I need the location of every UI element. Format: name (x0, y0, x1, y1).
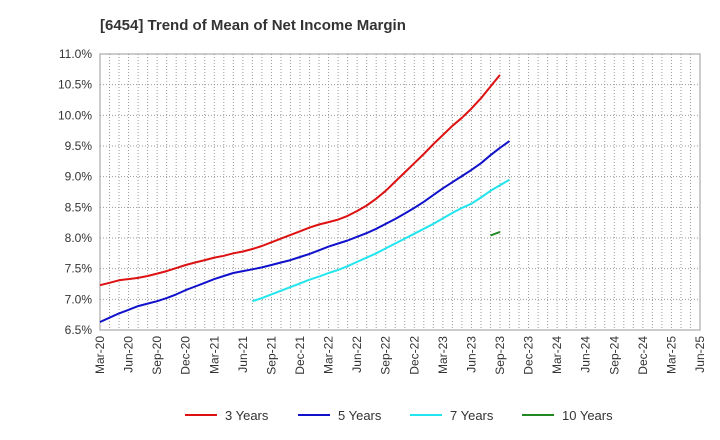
x-tick-label: Jun-22 (350, 336, 364, 373)
series-line (99, 140, 511, 323)
y-tick-label: 11.0% (59, 47, 92, 61)
x-tick-label: Dec-24 (636, 336, 650, 375)
y-tick-label: 10.0% (58, 108, 92, 122)
y-tick-label: 6.5% (65, 323, 93, 337)
x-tick-label: Sep-22 (379, 336, 393, 375)
series-line (99, 74, 501, 287)
x-tick-label: Mar-25 (664, 336, 678, 374)
x-tick-label: Sep-21 (264, 336, 278, 375)
x-axis-tick-labels: Mar-20 Jun-20 Sep-20 Dec-20 Mar-21 Jun-21 Sep-… (93, 336, 707, 375)
series-line (252, 178, 511, 303)
x-tick-label: Jun-20 (122, 336, 136, 373)
x-tick-label: Dec-20 (179, 336, 193, 375)
x-tick-label: Jun-24 (579, 336, 593, 373)
x-tick-label: Mar-22 (322, 336, 336, 374)
series-line (490, 230, 501, 237)
legend-label: 7 Years (450, 408, 494, 423)
series-lines (99, 74, 511, 323)
x-tick-label: Dec-21 (293, 336, 307, 375)
y-axis-tick-labels: 6.5% 7.0% 7.5% 8.0% 8.5% 9.0% 9.5% 10.0% 10.5% 11… (58, 47, 92, 337)
x-tick-label: Dec-22 (407, 336, 421, 375)
y-tick-label: 8.0% (65, 231, 93, 245)
y-tick-label: 8.5% (65, 200, 93, 214)
x-tick-label: Mar-21 (207, 336, 221, 374)
x-tick-label: Mar-23 (436, 336, 450, 374)
x-tick-label: Dec-23 (522, 336, 536, 375)
y-tick-label: 10.5% (58, 78, 92, 92)
legend: 3 Years 5 Years 7 Years 10 Years (185, 408, 613, 423)
legend-label: 5 Years (338, 408, 382, 423)
x-tick-label: Sep-24 (607, 336, 621, 375)
y-tick-label: 9.0% (65, 170, 93, 184)
legend-label: 10 Years (562, 408, 613, 423)
x-tick-label: Mar-24 (550, 336, 564, 374)
y-tick-label: 7.5% (65, 262, 93, 276)
x-tick-label: Mar-20 (93, 336, 107, 374)
y-tick-label: 9.5% (65, 139, 93, 153)
x-tick-label: Jun-21 (236, 336, 250, 373)
x-tick-label: Sep-20 (150, 336, 164, 375)
x-tick-label: Sep-23 (493, 336, 507, 375)
chart-title: [6454] Trend of Mean of Net Income Margi… (100, 17, 406, 34)
x-tick-label: Jun-25 (693, 336, 707, 373)
y-tick-label: 7.0% (65, 292, 93, 306)
x-tick-label: Jun-23 (464, 336, 478, 373)
legend-label: 3 Years (225, 408, 269, 423)
